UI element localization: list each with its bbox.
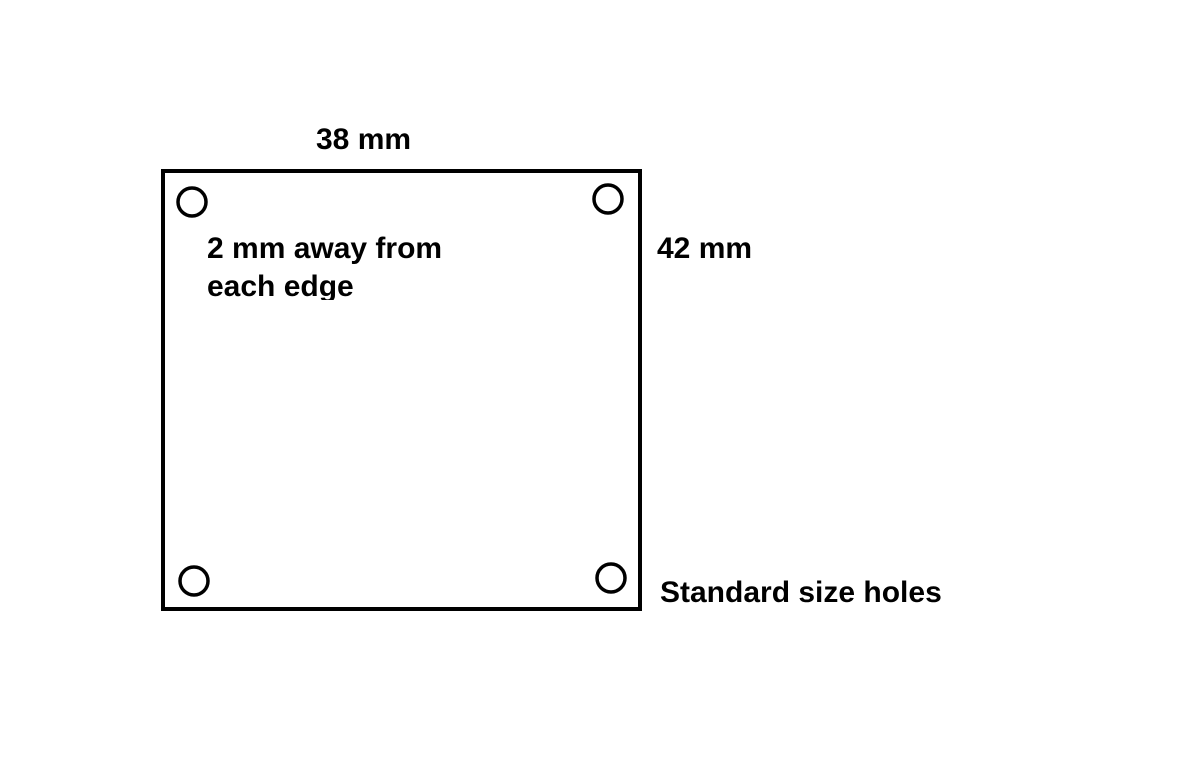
height-dimension-label: 42 mm	[657, 232, 753, 265]
mounting-hole-top-right	[592, 183, 624, 215]
mounting-hole-bottom-right	[595, 562, 627, 594]
board-outline	[161, 169, 642, 611]
edge-distance-note-line-2: each edge	[207, 270, 354, 300]
mounting-hole-top-left	[176, 186, 208, 218]
mounting-hole-bottom-left	[178, 565, 210, 597]
edge-distance-note-line-1: 2 mm away from	[207, 232, 443, 265]
edge-distance-note: 2 mm away from each edge	[207, 230, 442, 300]
holes-label: Standard size holes	[660, 576, 942, 609]
width-dimension-label: 38 mm	[316, 123, 412, 156]
